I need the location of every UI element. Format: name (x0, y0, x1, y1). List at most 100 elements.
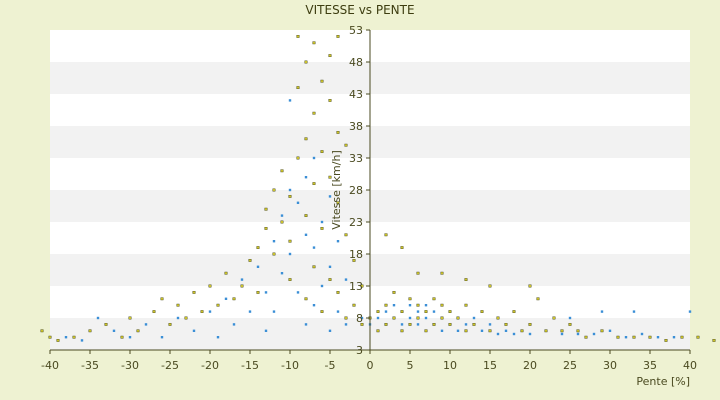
y-tick-label: 13 (349, 280, 363, 293)
data-point (528, 323, 532, 326)
data-point (40, 329, 44, 333)
data-point (256, 265, 260, 268)
data-point (272, 188, 276, 192)
data-point (440, 303, 444, 307)
data-point (400, 246, 404, 249)
x-tick-label: 15 (483, 359, 497, 372)
data-point (512, 332, 516, 336)
data-point (456, 329, 460, 332)
data-point (512, 310, 516, 313)
data-point (224, 271, 228, 275)
x-tick-labels: -40 -35 -30 -25 -20 -15 -10 -5 0 5 10 15 20 25 30 35 40 (41, 350, 697, 372)
data-point (128, 336, 132, 339)
data-point (488, 329, 492, 333)
data-point (480, 329, 484, 332)
data-point (272, 240, 276, 243)
data-point (680, 335, 684, 339)
data-point (240, 284, 244, 288)
data-point (344, 278, 348, 281)
data-point (152, 310, 156, 313)
data-point (416, 323, 420, 326)
data-point (296, 86, 300, 90)
data-point (472, 316, 476, 320)
data-point (560, 332, 564, 336)
data-point (128, 316, 132, 320)
data-point (664, 339, 668, 342)
data-point (568, 316, 572, 320)
data-point (488, 284, 492, 288)
data-point (688, 310, 692, 313)
data-point (464, 278, 468, 281)
data-point (520, 329, 524, 333)
data-point (568, 323, 572, 326)
x-tick-label: -30 (121, 359, 139, 372)
data-point (448, 310, 452, 313)
x-tick-label: 5 (407, 359, 414, 372)
data-point (240, 278, 244, 281)
data-point (504, 329, 508, 332)
data-point (400, 323, 404, 326)
data-point (592, 332, 596, 336)
data-point (96, 316, 100, 320)
data-point (576, 332, 580, 336)
data-point (48, 335, 52, 339)
y-tick-label: 53 (349, 24, 363, 37)
data-point (296, 201, 300, 204)
x-tick-label: -35 (81, 359, 99, 372)
data-point (408, 297, 412, 301)
data-point (496, 316, 500, 320)
data-point (232, 323, 236, 326)
data-point (600, 329, 604, 333)
data-point (192, 291, 196, 294)
data-point (432, 297, 436, 301)
data-point (304, 137, 308, 141)
data-point (376, 316, 380, 320)
data-point (264, 226, 268, 230)
y-tick-label: 3 (356, 344, 363, 357)
data-point (304, 60, 308, 64)
data-point (312, 111, 316, 115)
data-point (296, 35, 300, 38)
data-point (296, 291, 300, 294)
data-point (472, 323, 476, 326)
data-point (648, 335, 652, 339)
data-point (312, 265, 316, 269)
data-point (384, 233, 388, 237)
data-point (160, 336, 164, 339)
data-point (320, 220, 324, 224)
data-point (344, 316, 348, 320)
data-point (304, 233, 308, 236)
data-point (216, 303, 220, 307)
data-point (160, 297, 164, 301)
data-point (344, 143, 348, 147)
data-point (256, 246, 260, 249)
data-point (488, 323, 492, 326)
y-axis-title: Vitesse [km/h] (330, 150, 343, 230)
data-point (576, 329, 580, 333)
data-point (496, 332, 500, 336)
x-tick-label: -10 (281, 359, 299, 372)
data-point (312, 41, 316, 45)
data-point (168, 323, 172, 326)
data-point (528, 284, 532, 288)
data-point (352, 259, 356, 262)
y-tick-label: 18 (349, 248, 363, 261)
data-point (288, 252, 292, 256)
data-point (192, 329, 196, 332)
data-point (280, 169, 284, 173)
data-point (424, 304, 428, 307)
data-point (184, 316, 188, 320)
data-point (336, 35, 340, 38)
data-point (320, 310, 324, 313)
data-point (288, 278, 292, 281)
data-point (424, 329, 428, 333)
data-point (360, 323, 364, 326)
data-point (280, 272, 284, 275)
chart-title: VITESSE vs PENTE (305, 3, 414, 17)
data-point (328, 98, 332, 102)
data-point (312, 182, 316, 185)
data-point (120, 335, 124, 339)
data-point (632, 335, 636, 339)
